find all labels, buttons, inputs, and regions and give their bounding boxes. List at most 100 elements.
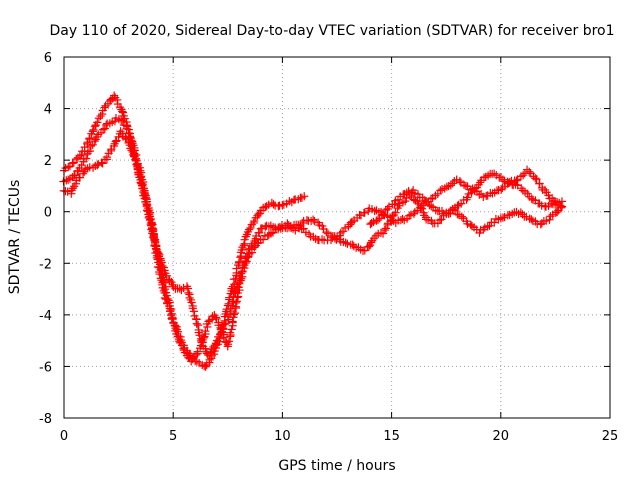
data-point (201, 327, 210, 336)
y-tick-label: 0 (44, 206, 52, 221)
y-tick-label: 6 (44, 51, 52, 66)
data-point (308, 215, 318, 224)
data-point (330, 234, 340, 243)
data-point (378, 210, 388, 219)
data-point (228, 297, 237, 307)
data-point (151, 237, 160, 246)
y-tick-label: -6 (39, 360, 52, 375)
data-point (225, 293, 234, 302)
data-point (373, 215, 383, 225)
data-point (187, 298, 196, 307)
data-point (155, 269, 164, 279)
x-axis-label: GPS time / hours (278, 458, 395, 474)
data-point (257, 224, 267, 233)
data-point (537, 201, 546, 210)
data-point (404, 187, 413, 196)
y-tick-label: 2 (44, 154, 52, 169)
y-tick-label: 4 (44, 103, 52, 118)
data-point (122, 124, 131, 133)
data-point (322, 228, 331, 237)
data-point (549, 196, 558, 206)
data-point (201, 362, 210, 371)
data-point (125, 141, 134, 150)
data-point (380, 225, 389, 235)
data-point (88, 127, 97, 136)
data-point (386, 217, 395, 226)
data-point (175, 337, 184, 346)
data-point (154, 249, 163, 258)
data-point (269, 200, 278, 209)
data-point (89, 125, 98, 134)
data-point (268, 228, 278, 237)
data-point (118, 129, 127, 138)
y-tick-label: -4 (39, 309, 52, 324)
data-point (360, 208, 369, 217)
data-point (230, 308, 239, 318)
data-point (444, 209, 453, 218)
data-point (219, 324, 228, 333)
data-point (435, 216, 444, 225)
data-point (229, 292, 238, 301)
data-point (426, 194, 436, 203)
data-point (387, 216, 396, 225)
data-point (405, 211, 414, 220)
data-point (532, 175, 541, 184)
data-point (224, 337, 234, 346)
data-point (118, 116, 127, 125)
data-point (211, 313, 220, 322)
data-point (503, 177, 512, 186)
data-point (283, 219, 292, 228)
data-point (188, 304, 197, 313)
data-point (149, 231, 158, 240)
data-point (369, 217, 378, 226)
data-point (99, 125, 108, 134)
data-point (147, 224, 157, 233)
data-point (160, 293, 169, 303)
data-point (226, 304, 235, 313)
data-point (75, 151, 85, 160)
data-point (244, 225, 254, 234)
data-point (130, 152, 139, 161)
data-point (129, 150, 138, 159)
data-point (64, 162, 73, 172)
data-point (457, 212, 466, 221)
data-marks (59, 91, 567, 371)
data-point (436, 186, 445, 195)
data-point (341, 223, 350, 233)
data-point (236, 272, 245, 281)
data-point (111, 137, 120, 146)
data-point (158, 283, 167, 292)
data-point (531, 174, 540, 183)
data-point (242, 257, 251, 266)
data-point (82, 154, 91, 163)
data-point (97, 158, 106, 167)
data-point (75, 173, 85, 182)
data-point (93, 161, 102, 170)
data-point (423, 215, 433, 225)
data-point (85, 134, 94, 143)
data-point (90, 137, 99, 146)
data-point (535, 179, 544, 188)
data-point (235, 257, 244, 266)
data-point (155, 250, 164, 259)
data-point (417, 204, 427, 213)
data-point (138, 180, 147, 189)
data-point (498, 175, 507, 184)
data-point (551, 197, 560, 206)
data-point (118, 107, 127, 116)
chart-title: Day 110 of 2020, Sidereal Day-to-day VTE… (49, 23, 614, 39)
data-point (239, 241, 248, 250)
data-point (102, 153, 112, 162)
data-point (195, 331, 204, 340)
data-point (192, 319, 201, 328)
data-point (525, 167, 534, 176)
data-point (410, 189, 419, 198)
data-point (191, 350, 201, 360)
y-tick-label: -8 (39, 412, 52, 427)
data-point (536, 220, 545, 229)
data-point (240, 235, 249, 244)
x-tick-label: 10 (274, 429, 291, 444)
data-point (553, 207, 562, 217)
axis-ticks: 0 5 10 15 20 25 -8 -6 -4 -2 0 2 4 6 (39, 51, 618, 444)
